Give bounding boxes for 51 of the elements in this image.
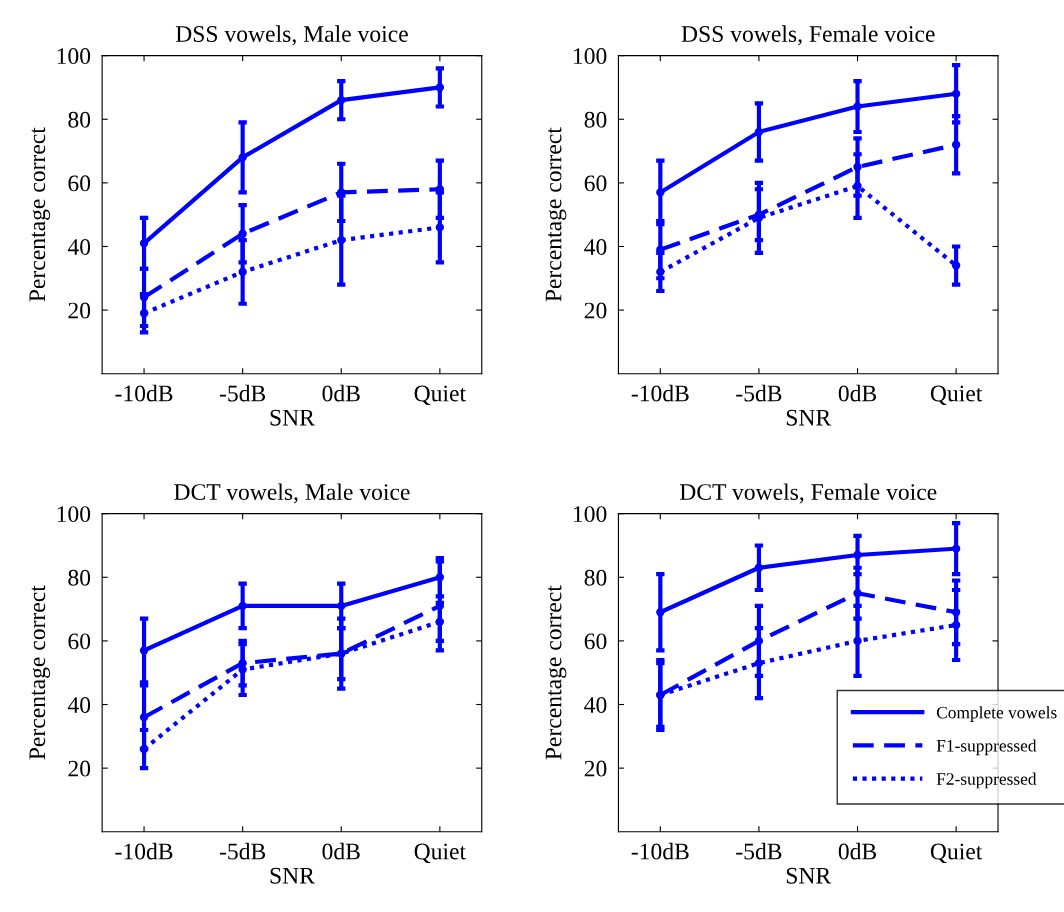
y-tick-label: 20 xyxy=(68,760,91,777)
y-tick-label: 40 xyxy=(584,697,607,713)
x-axis-title: SNR xyxy=(786,409,832,426)
y-tick-label: 40 xyxy=(67,697,91,713)
y-tick-label: 40 xyxy=(67,238,91,255)
y-axis-title: Percentage correct xyxy=(545,585,567,760)
chart-title: DCT vowels, Male voice xyxy=(174,483,410,504)
x-tick-label: -5dB xyxy=(736,842,782,860)
x-tick-label: 0dB xyxy=(838,842,877,860)
y-axis-title: Percentage correct xyxy=(29,585,51,760)
y-tick-label: 60 xyxy=(68,175,91,192)
x-axis-title: SNR xyxy=(270,867,315,884)
x-tick-label: Quiet xyxy=(414,843,466,864)
y-tick-label: 80 xyxy=(584,569,607,586)
x-tick-label: -5dB xyxy=(736,384,782,402)
y-tick-label: 100 xyxy=(57,48,91,65)
chart-title: DCT vowels, Female voice xyxy=(679,483,937,504)
y-tick-label: 60 xyxy=(68,633,91,650)
x-tick-label: Quiet xyxy=(930,385,983,406)
y-tick-label: 20 xyxy=(584,302,607,319)
x-tick-label: 0dB xyxy=(838,384,877,402)
y-tick-label: 80 xyxy=(584,111,607,128)
x-tick-label: -10dB xyxy=(631,842,689,860)
x-axis-title: SNR xyxy=(786,867,832,884)
y-tick-label: 60 xyxy=(584,175,607,192)
x-tick-label: -5dB xyxy=(219,384,266,402)
y-tick-label: 100 xyxy=(57,506,91,523)
y-tick-label: 20 xyxy=(68,302,91,319)
x-tick-label: 0dB xyxy=(322,842,360,860)
y-axis-title: Percentage correct xyxy=(29,127,51,302)
y-axis-title: Percentage correct xyxy=(545,127,567,302)
y-tick-label: 20 xyxy=(584,760,607,777)
y-tick-label: 80 xyxy=(68,569,91,586)
x-tick-label: -10dB xyxy=(115,842,173,860)
x-tick-label: -10dB xyxy=(631,384,689,402)
x-tick-label: 0dB xyxy=(322,384,360,402)
chart-title: DSS vowels, Female voice xyxy=(681,25,935,46)
x-tick-label: Quiet xyxy=(930,843,983,864)
y-tick-label: 60 xyxy=(584,633,607,650)
x-tick-label: -10dB xyxy=(115,384,173,402)
y-tick-label: 100 xyxy=(573,48,607,65)
x-tick-label: Quiet xyxy=(414,385,466,406)
chart-title: DSS vowels, Male voice xyxy=(175,25,408,46)
y-tick-label: 80 xyxy=(68,111,91,128)
y-tick-label: 40 xyxy=(584,238,607,255)
y-tick-label: 100 xyxy=(573,506,607,523)
x-axis-title: SNR xyxy=(270,409,315,426)
legend-label: F2-suppressed xyxy=(936,772,1037,789)
legend-label: Complete vowels xyxy=(936,706,1057,722)
x-tick-label: -5dB xyxy=(219,842,266,860)
legend-label: F1-suppressed xyxy=(936,739,1037,756)
